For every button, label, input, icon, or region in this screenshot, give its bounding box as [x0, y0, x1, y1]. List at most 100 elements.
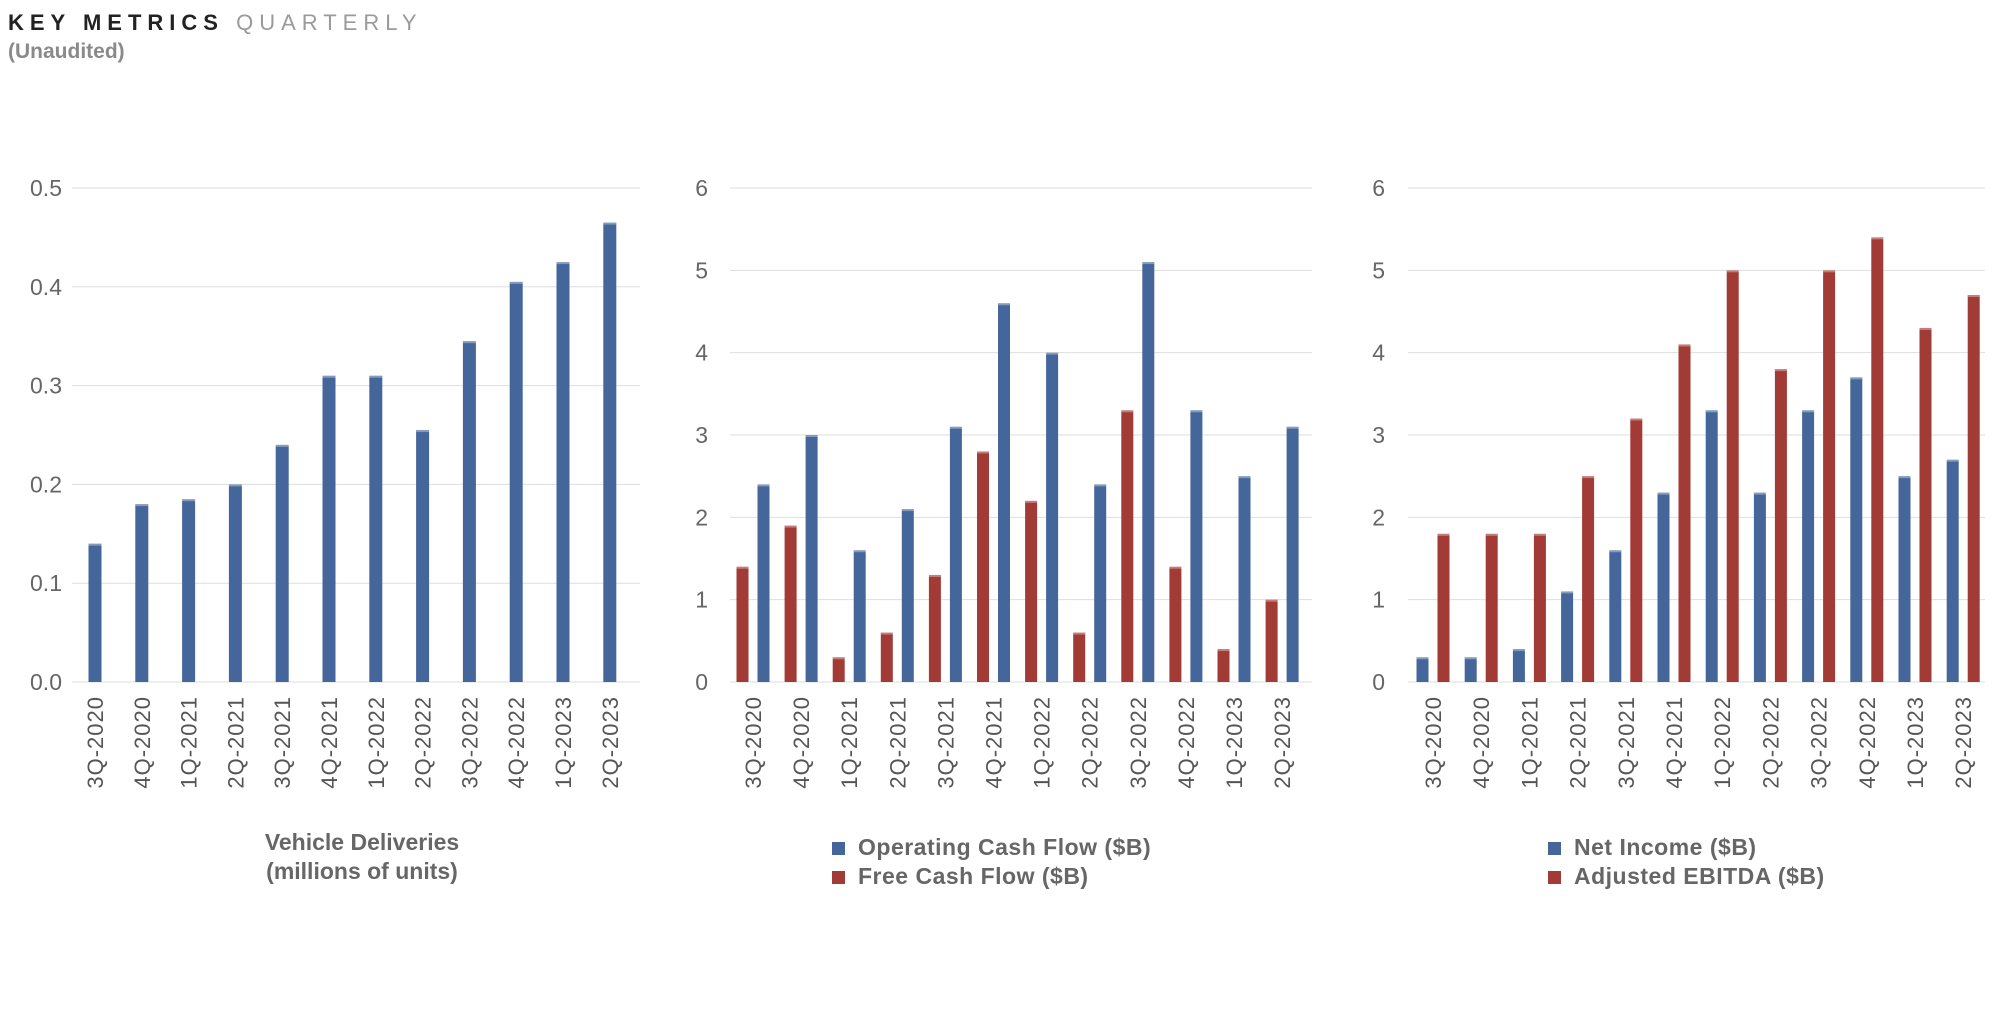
- bar-net-income-b-1q-2021: [1512, 649, 1525, 682]
- y-tick-label: 0.1: [30, 570, 62, 596]
- bar-cap: [1485, 533, 1498, 536]
- y-tick-label: 5: [1372, 257, 1385, 283]
- chart-1: 0.0 0.1 0.2 0.3 0.4 0.5 3Q-2020 4Q-2020 1Q-2021 2…: [30, 175, 640, 884]
- bar-cap: [1823, 270, 1836, 273]
- legend-swatch: [832, 842, 845, 855]
- x-tick-label: 3Q-2020: [83, 696, 108, 789]
- bar-operating-cash-flow-b-4q-2022: [1190, 410, 1203, 682]
- x-tick-label: 4Q-2022: [1855, 696, 1880, 789]
- bar-series-1q-2021: [182, 499, 196, 682]
- x-tick-label: 3Q-2021: [270, 696, 295, 789]
- bar-cap: [1142, 262, 1155, 265]
- bar-cap: [509, 281, 523, 284]
- bar-cap: [784, 525, 797, 528]
- x-tick-label: 4Q-2021: [1662, 696, 1687, 789]
- y-tick-label: 0.0: [30, 669, 62, 695]
- bar-free-cash-flow-b-3q-2022: [1121, 410, 1134, 682]
- bar-operating-cash-flow-b-1q-2021: [853, 550, 866, 682]
- bar-net-income-b-4q-2022: [1850, 377, 1863, 682]
- bar-cap: [1533, 533, 1546, 536]
- bar-free-cash-flow-b-4q-2020: [784, 525, 797, 682]
- x-tick-label: 1Q-2021: [1517, 696, 1542, 789]
- x-tick-label: 4Q-2021: [317, 696, 342, 789]
- x-tick-label: 3Q-2022: [457, 696, 482, 789]
- bar-adjusted-ebitda-b-1q-2021: [1533, 533, 1546, 682]
- bar-cap: [805, 435, 818, 437]
- y-tick-label: 1: [695, 587, 708, 613]
- bar-cap: [757, 484, 770, 487]
- bar-cap: [603, 222, 617, 225]
- bar-cap: [998, 303, 1010, 306]
- bar-free-cash-flow-b-3q-2021: [928, 574, 941, 682]
- bar-series-1q-2023: [556, 262, 570, 682]
- y-tick-label: 0.4: [30, 274, 62, 300]
- bar-cap: [462, 341, 476, 344]
- x-tick-label: 3Q-2020: [741, 696, 766, 789]
- bar-cap: [853, 550, 866, 553]
- bar-cap: [1967, 295, 1980, 298]
- legend-label: Free Cash Flow ($B): [858, 863, 1089, 889]
- bar-series-2q-2023: [603, 222, 617, 682]
- bar-cap: [1169, 566, 1182, 569]
- bar-operating-cash-flow-b-4q-2021: [998, 303, 1010, 682]
- y-tick-label: 4: [695, 340, 708, 366]
- bar-cap: [1025, 500, 1038, 503]
- y-tick-label: 0: [1372, 669, 1385, 695]
- bar-adjusted-ebitda-b-4q-2021: [1678, 344, 1691, 682]
- bar-adjusted-ebitda-b-2q-2023: [1967, 295, 1980, 682]
- y-tick-label: 0.2: [30, 471, 62, 497]
- x-tick-label: 3Q-2022: [1126, 696, 1151, 789]
- bar-cap: [135, 504, 149, 507]
- bar-cap: [1630, 418, 1643, 421]
- bar-cap: [880, 632, 893, 635]
- bar-series-3q-2021: [275, 444, 289, 682]
- bar-free-cash-flow-b-1q-2023: [1217, 649, 1230, 682]
- bar-cap: [1238, 476, 1251, 479]
- bar-cap: [1046, 352, 1059, 355]
- x-tick-label: 1Q-2023: [1222, 696, 1247, 789]
- chart-2: 0 1 2 3 4 5 6 3Q-2020 4Q-2020 1Q-2021 2Q-2021 3Q-20…: [695, 175, 1312, 889]
- y-tick-label: 6: [695, 175, 708, 201]
- x-tick-label: 1Q-2022: [1030, 696, 1055, 789]
- bar-cap: [228, 484, 242, 487]
- legend-swatch: [832, 871, 845, 884]
- bar-adjusted-ebitda-b-3q-2021: [1630, 418, 1643, 682]
- bar-cap: [977, 451, 989, 454]
- x-tick-label: 4Q-2021: [982, 696, 1007, 789]
- bar-adjusted-ebitda-b-4q-2022: [1871, 237, 1884, 682]
- bar-cap: [901, 509, 914, 512]
- x-tick-label: 4Q-2020: [1469, 696, 1494, 789]
- bar-cap: [1898, 476, 1911, 479]
- bar-net-income-b-2q-2021: [1561, 591, 1574, 682]
- bar-cap: [1657, 492, 1670, 495]
- bar-operating-cash-flow-b-4q-2020: [805, 435, 818, 682]
- y-tick-label: 1: [1372, 587, 1385, 613]
- bar-cap: [1464, 657, 1477, 660]
- bar-series-2q-2021: [228, 484, 242, 682]
- x-tick-label: 2Q-2021: [1566, 696, 1591, 789]
- bar-series-1q-2022: [369, 375, 383, 682]
- bar-cap: [88, 543, 102, 546]
- bar-free-cash-flow-b-1q-2021: [832, 657, 845, 682]
- legend-label: Adjusted EBITDA ($B): [1574, 863, 1825, 889]
- bar-operating-cash-flow-b-2q-2021: [901, 509, 914, 682]
- bar-adjusted-ebitda-b-4q-2020: [1485, 533, 1498, 682]
- bar-cap: [1582, 476, 1595, 479]
- bar-cap: [1416, 657, 1429, 660]
- bar-cap: [1265, 599, 1278, 602]
- bar-free-cash-flow-b-4q-2021: [977, 451, 989, 682]
- bar-cap: [1871, 237, 1884, 240]
- x-tick-label: 4Q-2022: [1174, 696, 1199, 789]
- bar-operating-cash-flow-b-2q-2022: [1094, 484, 1107, 682]
- bar-cap: [1753, 492, 1766, 495]
- bar-cap: [1512, 649, 1525, 652]
- bar-adjusted-ebitda-b-2q-2021: [1582, 476, 1595, 682]
- chart-caption: (millions of units): [266, 858, 458, 884]
- x-tick-label: 2Q-2023: [1270, 696, 1295, 789]
- bar-net-income-b-2q-2023: [1946, 459, 1959, 682]
- x-tick-label: 4Q-2022: [504, 696, 529, 789]
- bar-cap: [1121, 410, 1134, 413]
- y-tick-label: 0.3: [30, 373, 62, 399]
- bar-cap: [1217, 649, 1230, 652]
